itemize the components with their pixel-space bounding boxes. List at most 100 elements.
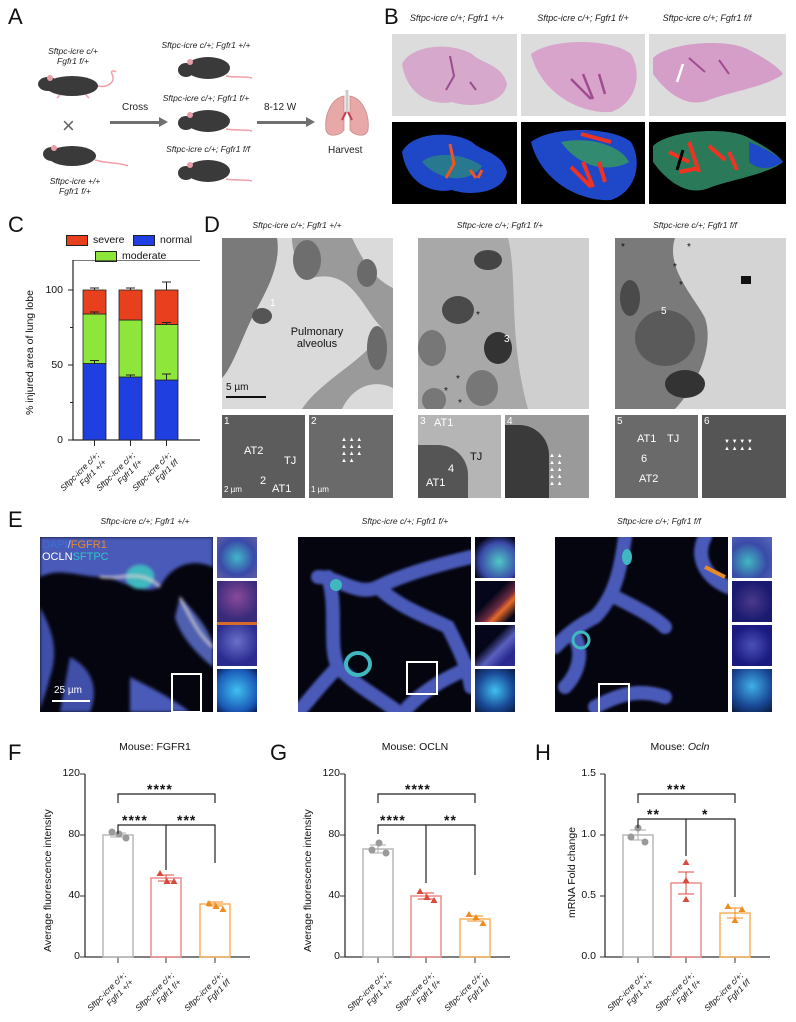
if-inset-ocln-wt — [217, 625, 257, 666]
asterisk-marker: * — [444, 386, 448, 397]
h-ytick-0.5: 0.5 — [581, 889, 596, 901]
if-inset-merge-het — [475, 537, 515, 578]
b-column-ko: Sftpc-icre c/+; Fgfr1 f/f — [662, 13, 752, 23]
if-inset-sftpc-het — [475, 669, 515, 712]
h-sig-het-ko: * — [702, 806, 709, 822]
zoom-box — [598, 683, 630, 712]
mouse-icon — [43, 145, 129, 167]
mouse-icon — [178, 57, 253, 79]
em-region-number: 3 — [504, 334, 510, 345]
h-xtick-het: Sftpc-icre c/+; Fgfr1 f/+ — [653, 970, 703, 1020]
channel-fgfr1: FGFR1 — [70, 539, 107, 551]
inset-number: 6 — [704, 416, 710, 427]
heatmap-image-ko — [649, 122, 786, 204]
g-ytick-120: 120 — [322, 767, 340, 779]
h-xtick-wt: Sftpc-icre c/+; Fgfr1 +/+ — [605, 970, 655, 1020]
parent2-line2: Fgfr1 f/+ — [59, 186, 91, 196]
g-sig-wt-ko: **** — [405, 781, 431, 797]
f-sig-wt-ko: **** — [147, 781, 173, 797]
g-chart-title: Mouse: OCLN — [381, 741, 449, 753]
g-ytick-40: 40 — [328, 889, 340, 901]
inset-label-at2: AT2 — [244, 445, 264, 457]
panel-letter-f: F — [8, 740, 22, 765]
age-label: 8-12 W — [264, 102, 297, 113]
stacked-bar-chart-c — [68, 260, 200, 446]
mouse-icon — [178, 160, 253, 182]
c-ytick-50: 50 — [51, 359, 63, 371]
f-ytick-80: 80 — [68, 828, 80, 840]
pulmonary-alveolus-label: Pulmonary alveolus — [272, 326, 362, 350]
zoom-box — [406, 661, 438, 695]
h-xtick-ko: Sftpc-icre c/+; Fgfr1 f/f — [702, 970, 752, 1020]
parent1-line1: Sftpc-icre c/+ — [48, 46, 98, 56]
panel-letter-b: B — [384, 4, 399, 29]
inset-label-4: 4 — [448, 463, 455, 475]
h-chart-title: Mouse: Ocln — [650, 741, 710, 753]
em-main-het: 3 * * * * — [418, 238, 589, 409]
harvest-label: Harvest — [328, 145, 363, 156]
severe-swatch — [66, 234, 88, 246]
if-inset-fgfr1-wt — [217, 581, 257, 626]
em-main-ko: 5 * * * * — [615, 238, 786, 409]
g-xtick-het: Sftpc-icre c/+; Fgfr1 f/+ — [393, 970, 443, 1020]
cross-arrow — [110, 117, 168, 127]
he-image-ko — [649, 34, 786, 116]
inset-number: 2 — [311, 416, 317, 427]
he-image-het — [521, 34, 645, 116]
channel-dapi: DAPI — [42, 539, 68, 551]
if-inset-fgfr1-het — [475, 581, 515, 622]
parent2-line1: Sftpc-icre +/+ — [49, 176, 101, 186]
d-column-wt: Sftpc-icre c/+; Fgfr1 +/+ — [252, 220, 342, 230]
g-ytick-0: 0 — [334, 950, 340, 962]
normal-swatch — [133, 234, 155, 246]
if-image-wt: DAPI/FGFR1 OCLNSFTPC 25 µm — [40, 537, 213, 712]
bar-chart-f — [80, 773, 250, 963]
f-ytick-0: 0 — [74, 950, 80, 962]
em-inset-2: 2 ▲ ▲ ▲ ▲ ▲ ▲ ▲ ▲ ▲ ▲ ▲ 1 µm — [309, 415, 393, 498]
alveolus-line1: Pulmonary — [290, 326, 344, 338]
em-region-number: 1 — [270, 298, 276, 309]
em-inset-5: 5 AT1 TJ 6 AT2 — [615, 415, 698, 498]
panel-letter-c: C — [8, 212, 24, 237]
panel-letter-g: G — [270, 740, 288, 765]
moderate-swatch — [95, 250, 117, 262]
inset-number: 4 — [507, 416, 513, 427]
if-inset-merge-wt — [217, 537, 257, 578]
scale-bar-5um-label: 5 µm — [226, 382, 249, 393]
g-sig-wt-het: **** — [380, 812, 406, 828]
if-image-het — [298, 537, 471, 712]
mouse-icon — [38, 70, 117, 99]
f-ytick-120: 120 — [62, 767, 80, 779]
legend-moderate: moderate — [95, 250, 166, 262]
e-column-het: Sftpc-icre c/+; Fgfr1 f/+ — [361, 516, 449, 526]
c-ytick-0: 0 — [57, 434, 63, 446]
inset-label-at1: AT1 — [434, 417, 454, 429]
e-column-ko: Sftpc-icre c/+; Fgfr1 f/f — [617, 516, 701, 526]
inset-number: 5 — [617, 416, 623, 427]
d-column-ko: Sftpc-icre c/+; Fgfr1 f/f — [653, 220, 737, 230]
cross-label: Cross — [122, 102, 149, 113]
inset-label-tj: TJ — [667, 433, 680, 445]
em-inset-3: 3 AT1 TJ 4 AT1 — [418, 415, 501, 498]
bar-chart-g — [340, 773, 510, 963]
bar-chart-h — [600, 773, 770, 963]
em-main-wt: 1 Pulmonary alveolus 5 µm — [222, 238, 393, 409]
scale-bar-1um-label: 1 µm — [311, 485, 329, 494]
channel-ocln: OCLN — [42, 551, 73, 563]
d-column-het: Sftpc-icre c/+; Fgfr1 f/+ — [456, 220, 544, 230]
panel-letter-h: H — [535, 740, 551, 765]
f-sig-het-ko: *** — [177, 812, 197, 828]
parent1-genotype: Sftpc-icre c/+ Fgfr1 f/+ — [38, 46, 108, 66]
b-column-het: Sftpc-icre c/+; Fgfr1 f/+ — [537, 13, 629, 23]
he-image-wt — [392, 34, 517, 116]
inset-label-at2: AT2 — [639, 473, 659, 485]
heatmap-image-wt — [392, 122, 517, 204]
if-inset-merge-ko — [732, 537, 772, 578]
legend-moderate-label: moderate — [122, 250, 167, 262]
arrowheads-icon: ▲ ▲ ▲ ▲ ▲ ▲ ▲ ▲ ▲ ▲ — [549, 453, 563, 487]
asterisk-marker: * — [456, 374, 460, 385]
panel-letter-d: D — [204, 212, 220, 237]
heatmap-image-het — [521, 122, 645, 204]
h-y-axis-label: mRNA Fold change — [566, 826, 578, 918]
zoom-box — [171, 673, 202, 712]
